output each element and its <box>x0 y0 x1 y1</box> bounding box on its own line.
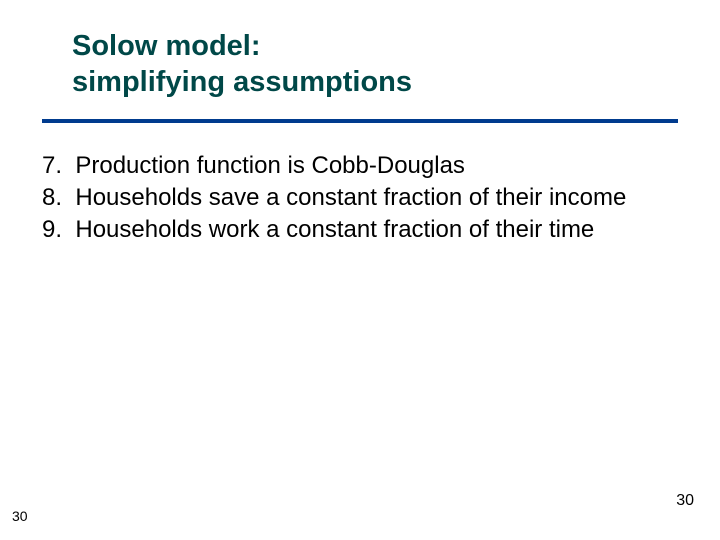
item-text: Households work a constant fraction of t… <box>75 216 594 243</box>
title-underline <box>42 119 678 123</box>
title-line-1: Solow model: <box>72 30 261 62</box>
item-number: 8. <box>42 184 62 211</box>
item-number: 9. <box>42 216 62 243</box>
page-number-right: 30 <box>676 492 694 510</box>
list-item: 8. Households save a constant fraction o… <box>42 183 658 213</box>
page-number-left: 30 <box>12 508 28 524</box>
slide: Solow model: simplifying assumptions 7. … <box>0 0 720 540</box>
item-text: Households save a constant fraction of t… <box>75 184 626 211</box>
list-item: 7. Production function is Cobb-Douglas <box>42 151 658 181</box>
item-number: 7. <box>42 152 62 179</box>
assumption-list: 7. Production function is Cobb-Douglas 8… <box>42 151 678 245</box>
list-item: 9. Households work a constant fraction o… <box>42 215 658 245</box>
item-text: Production function is Cobb-Douglas <box>75 152 465 179</box>
title-line-2: simplifying assumptions <box>72 66 412 98</box>
slide-title: Solow model: simplifying assumptions <box>72 28 678 101</box>
